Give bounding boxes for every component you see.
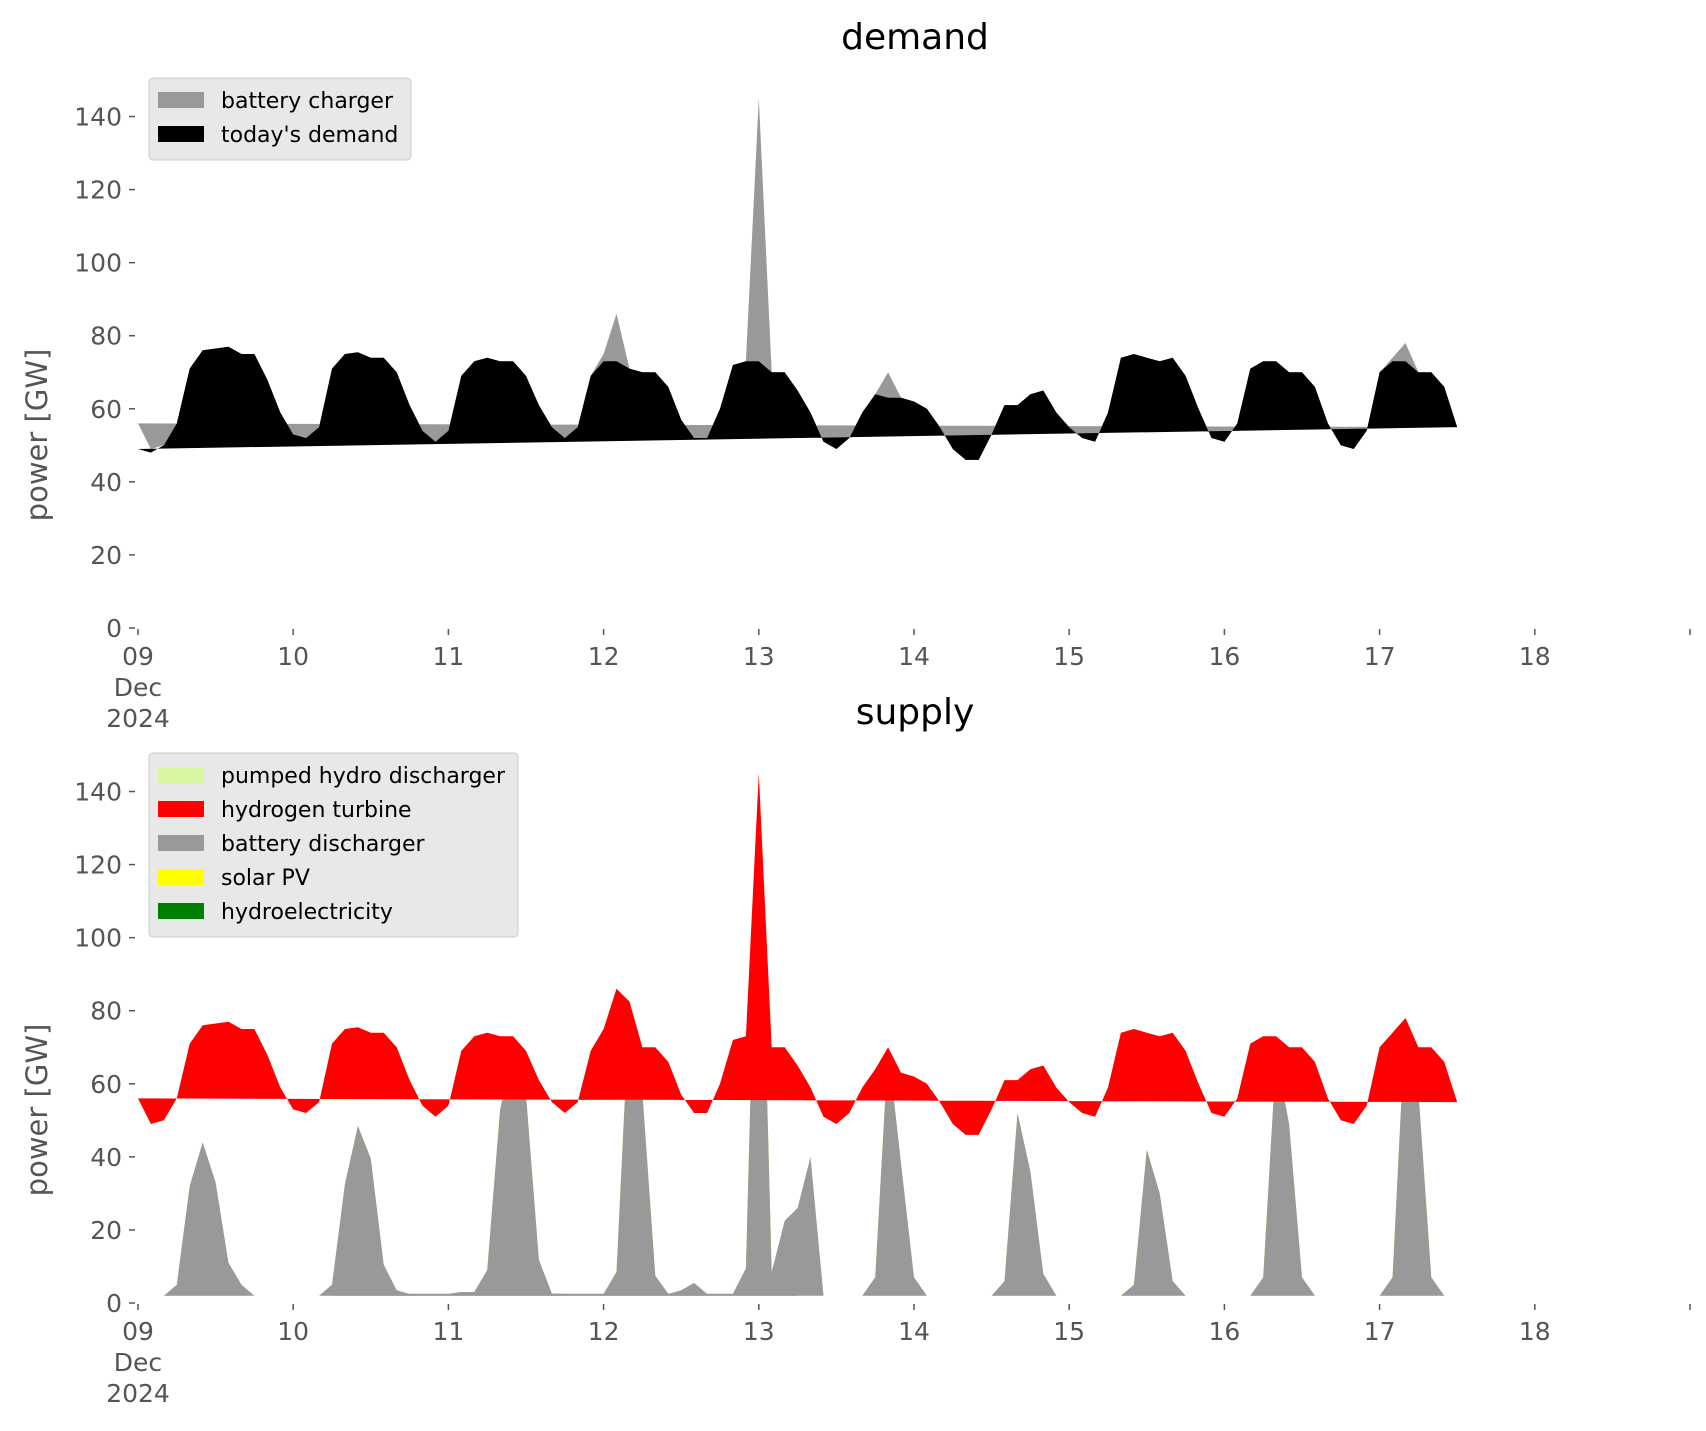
legend-label-battery-discharger: battery discharger [221, 832, 426, 857]
y-tick-label: 120 [74, 851, 122, 880]
legend-swatch-hydrogen-turbine [158, 801, 204, 817]
x-tick-label: 13 [743, 1317, 775, 1346]
legend-label-pumped-hydro-discharger: pumped hydro discharger [221, 764, 506, 789]
y-tick-label: 100 [74, 924, 122, 953]
legend-swatch-battery-discharger [158, 835, 204, 851]
y-tick-label: 40 [90, 1143, 122, 1172]
legend-swatch-battery-charger [158, 92, 204, 108]
y-axis: 0 20 40 60 80 100 120 140 [74, 778, 135, 1318]
y-tick-label: 0 [106, 1289, 122, 1318]
legend-swatch-hydroelectricity [158, 903, 204, 919]
x-tick-label: 09 [122, 642, 154, 671]
legend: battery charger today's demand [148, 77, 412, 161]
legend-label-battery-charger: battery charger [221, 89, 394, 114]
x-tick-label: 17 [1364, 642, 1396, 671]
y-tick-label: 120 [74, 176, 122, 205]
x-tick-label: 14 [898, 642, 930, 671]
x-tick-label: 12 [588, 642, 620, 671]
y-tick-label: 140 [74, 778, 122, 807]
x-tick-label: Dec [114, 673, 162, 702]
x-tick-label: 16 [1208, 642, 1240, 671]
y-tick-label: 20 [90, 541, 122, 570]
legend: pumped hydro discharger hydrogen turbine b… [148, 752, 519, 938]
y-tick-label: 0 [106, 614, 122, 643]
y-tick-label: 100 [74, 249, 122, 278]
legend-label-today-s-demand: today's demand [221, 123, 398, 148]
area-hydrogen-turbine [138, 773, 1458, 1135]
y-tick-label: 140 [74, 103, 122, 132]
x-tick-label: 11 [432, 1317, 464, 1346]
y-tick-label: 40 [90, 468, 122, 497]
y-tick-label: 80 [90, 322, 122, 351]
area-today-s-demand [138, 346, 1458, 460]
x-tick-label: 17 [1364, 1317, 1396, 1346]
x-tick-label: 15 [1053, 1317, 1085, 1346]
y-tick-label: 20 [90, 1216, 122, 1245]
x-tick-label: 2024 [106, 704, 170, 733]
legend-box [148, 752, 519, 938]
legend-label-hydrogen-turbine: hydrogen turbine [221, 798, 412, 823]
x-tick-label: Dec [114, 1348, 162, 1377]
x-tick-label: 10 [277, 1317, 309, 1346]
x-tick-label: 11 [432, 642, 464, 671]
y-tick-label: 80 [90, 997, 122, 1026]
x-tick-label: 13 [743, 642, 775, 671]
legend-swatch-solar-pv [158, 869, 204, 885]
x-tick-label: 16 [1208, 1317, 1240, 1346]
x-tick-label: 14 [898, 1317, 930, 1346]
x-tick-label: 12 [588, 1317, 620, 1346]
legend-label-hydroelectricity: hydroelectricity [221, 900, 393, 925]
legend-swatch-today-s-demand [158, 126, 204, 142]
x-tick-label: 09 [122, 1317, 154, 1346]
legend-swatch-pumped-hydro-discharger [158, 767, 204, 783]
x-tick-label: 2024 [106, 1379, 170, 1408]
supply-areas [138, 773, 1458, 1296]
y-axis-label: power [GW] [20, 1024, 54, 1197]
y-tick-label: 60 [90, 395, 122, 424]
y-axis: 0 20 40 60 80 100 120 140 [74, 103, 135, 643]
y-axis-label: power [GW] [20, 349, 54, 522]
legend-label-solar-pv: solar PV [221, 866, 310, 891]
chart-title: demand [841, 17, 989, 58]
y-tick-label: 60 [90, 1070, 122, 1099]
legend-box [148, 77, 412, 161]
x-tick-label: 15 [1053, 642, 1085, 671]
demand-areas [138, 98, 1458, 460]
chart-title: supply [856, 692, 975, 733]
x-tick-label: 18 [1519, 642, 1551, 671]
x-tick-label: 10 [277, 642, 309, 671]
x-tick-label: 18 [1519, 1317, 1551, 1346]
